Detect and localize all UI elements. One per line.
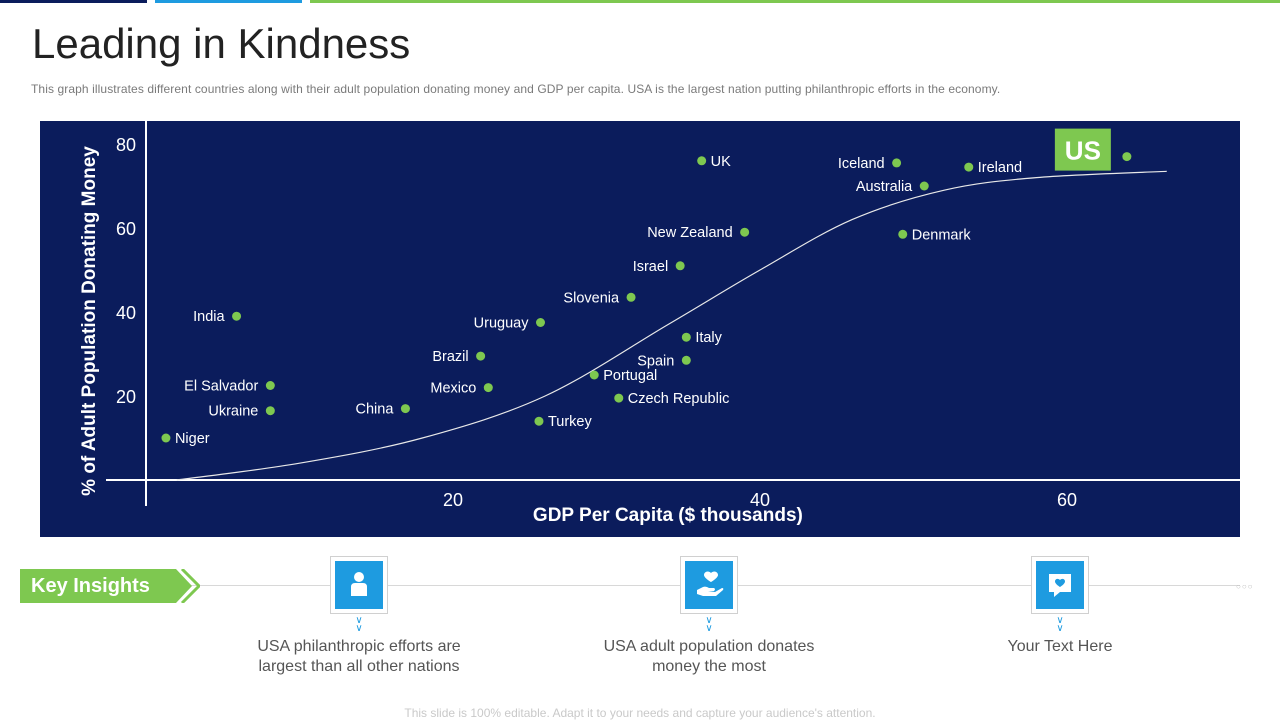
- page-subtitle: This graph illustrates different countri…: [31, 82, 1001, 96]
- insight-3-icon-frame: [1031, 556, 1089, 614]
- data-point-italy: [681, 332, 691, 342]
- insight-3-text: Your Text Here: [930, 637, 1190, 657]
- insight-2-chevron-icon: ∨ ∨: [705, 615, 713, 634]
- x-tick-label: 60: [1057, 490, 1077, 510]
- y-tick-label: 80: [116, 135, 136, 155]
- trend-line: [176, 170, 1167, 481]
- data-point-brazil: [476, 351, 486, 361]
- data-point-slovenia: [626, 292, 636, 302]
- data-point-spain: [681, 355, 691, 365]
- insight-1-text: USA philanthropic efforts are largest th…: [229, 637, 489, 677]
- y-tick-label: 40: [116, 303, 136, 323]
- data-point-new-zealand: [740, 227, 750, 237]
- data-label: India: [193, 309, 225, 325]
- data-point-el-salvador: [265, 381, 275, 390]
- insight-3-line1: Your Text Here: [1007, 638, 1113, 655]
- data-point-us: [1122, 152, 1132, 162]
- data-point-portugal: [589, 370, 599, 380]
- insight-1-icon-frame: [330, 556, 388, 614]
- scatter-chart: 20 40 60 20 40 60 80 GDP Per Capita ($ thousand…: [79, 121, 1240, 526]
- footer-note: This slide is 100% editable. Adapt it to…: [404, 706, 876, 720]
- data-label: UK: [711, 154, 731, 170]
- x-tick-label: 20: [443, 490, 463, 510]
- data-point-turkey: [534, 416, 544, 426]
- data-point-china: [400, 404, 410, 414]
- insight-2-icon-frame: [680, 556, 738, 614]
- data-point-iceland: [892, 158, 902, 168]
- data-point-australia: [919, 181, 929, 191]
- person-icon: [335, 561, 383, 609]
- data-point-uk: [697, 156, 707, 166]
- timeline-end-dots: ○○○: [1236, 582, 1254, 591]
- data-label: Ireland: [978, 160, 1022, 176]
- data-label: New Zealand: [647, 225, 732, 241]
- data-label: Turkey: [548, 414, 593, 430]
- x-axis-title: GDP Per Capita ($ thousands): [533, 505, 803, 526]
- data-point-ukraine: [265, 406, 275, 416]
- data-label-us: US: [1065, 136, 1101, 166]
- key-insights-badge: [20, 569, 200, 603]
- data-label: Portugal: [603, 368, 657, 384]
- data-label: Ukraine: [208, 404, 258, 420]
- data-label: Spain: [637, 353, 674, 369]
- data-label: Slovenia: [563, 290, 620, 306]
- heart-hand-icon: [685, 561, 733, 609]
- data-point-uruguay: [535, 318, 545, 327]
- insight-2-line2: money the most: [652, 658, 766, 675]
- data-point-ireland: [964, 162, 974, 172]
- y-axis-title: % of Adult Population Donating Money: [79, 146, 100, 496]
- top-accent-bar-green: [310, 0, 1280, 3]
- x-tick-label: 40: [750, 490, 770, 510]
- data-label: China: [356, 402, 395, 418]
- insight-1-line2: largest than all other nations: [258, 658, 460, 675]
- us-highlight-box: [1054, 128, 1111, 171]
- data-label: Niger: [175, 431, 210, 447]
- insight-1-line1: USA philanthropic efforts are: [257, 638, 461, 655]
- data-point-mexico: [483, 383, 493, 393]
- insight-1-chevron-icon: ∨ ∨: [355, 615, 363, 634]
- insight-3-chevron-icon: ∨ ∨: [1056, 615, 1064, 634]
- heart-chat-icon: [1036, 561, 1084, 609]
- top-accent-bar-navy: [0, 0, 147, 3]
- y-tick-label: 20: [116, 387, 136, 407]
- page-title: Leading in Kindness: [32, 20, 411, 67]
- data-label: Israel: [633, 259, 668, 275]
- data-label: Brazil: [432, 349, 468, 365]
- data-label: Iceland: [838, 156, 885, 172]
- data-label: Australia: [856, 179, 913, 195]
- data-point-denmark: [898, 229, 908, 239]
- top-accent-bar-blue: [155, 0, 302, 3]
- insight-2-text: USA adult population donates money the m…: [579, 637, 839, 677]
- data-point-czech-republic: [614, 393, 624, 403]
- y-tick-label: 60: [116, 219, 136, 239]
- insight-2-line1: USA adult population donates: [603, 638, 815, 655]
- data-label: Uruguay: [474, 316, 530, 332]
- data-label: Czech Republic: [628, 391, 730, 407]
- data-point-israel: [675, 261, 685, 271]
- chart-panel: 20 40 60 20 40 60 80 GDP Per Capita ($ thousand…: [40, 121, 1240, 537]
- data-label: Mexico: [430, 381, 476, 397]
- data-label: El Salvador: [184, 379, 258, 395]
- data-label: Italy: [695, 330, 722, 346]
- data-point-niger: [161, 433, 171, 443]
- data-point-india: [232, 311, 242, 321]
- data-label: Denmark: [912, 227, 972, 243]
- key-insights-label: Key Insights: [31, 575, 150, 597]
